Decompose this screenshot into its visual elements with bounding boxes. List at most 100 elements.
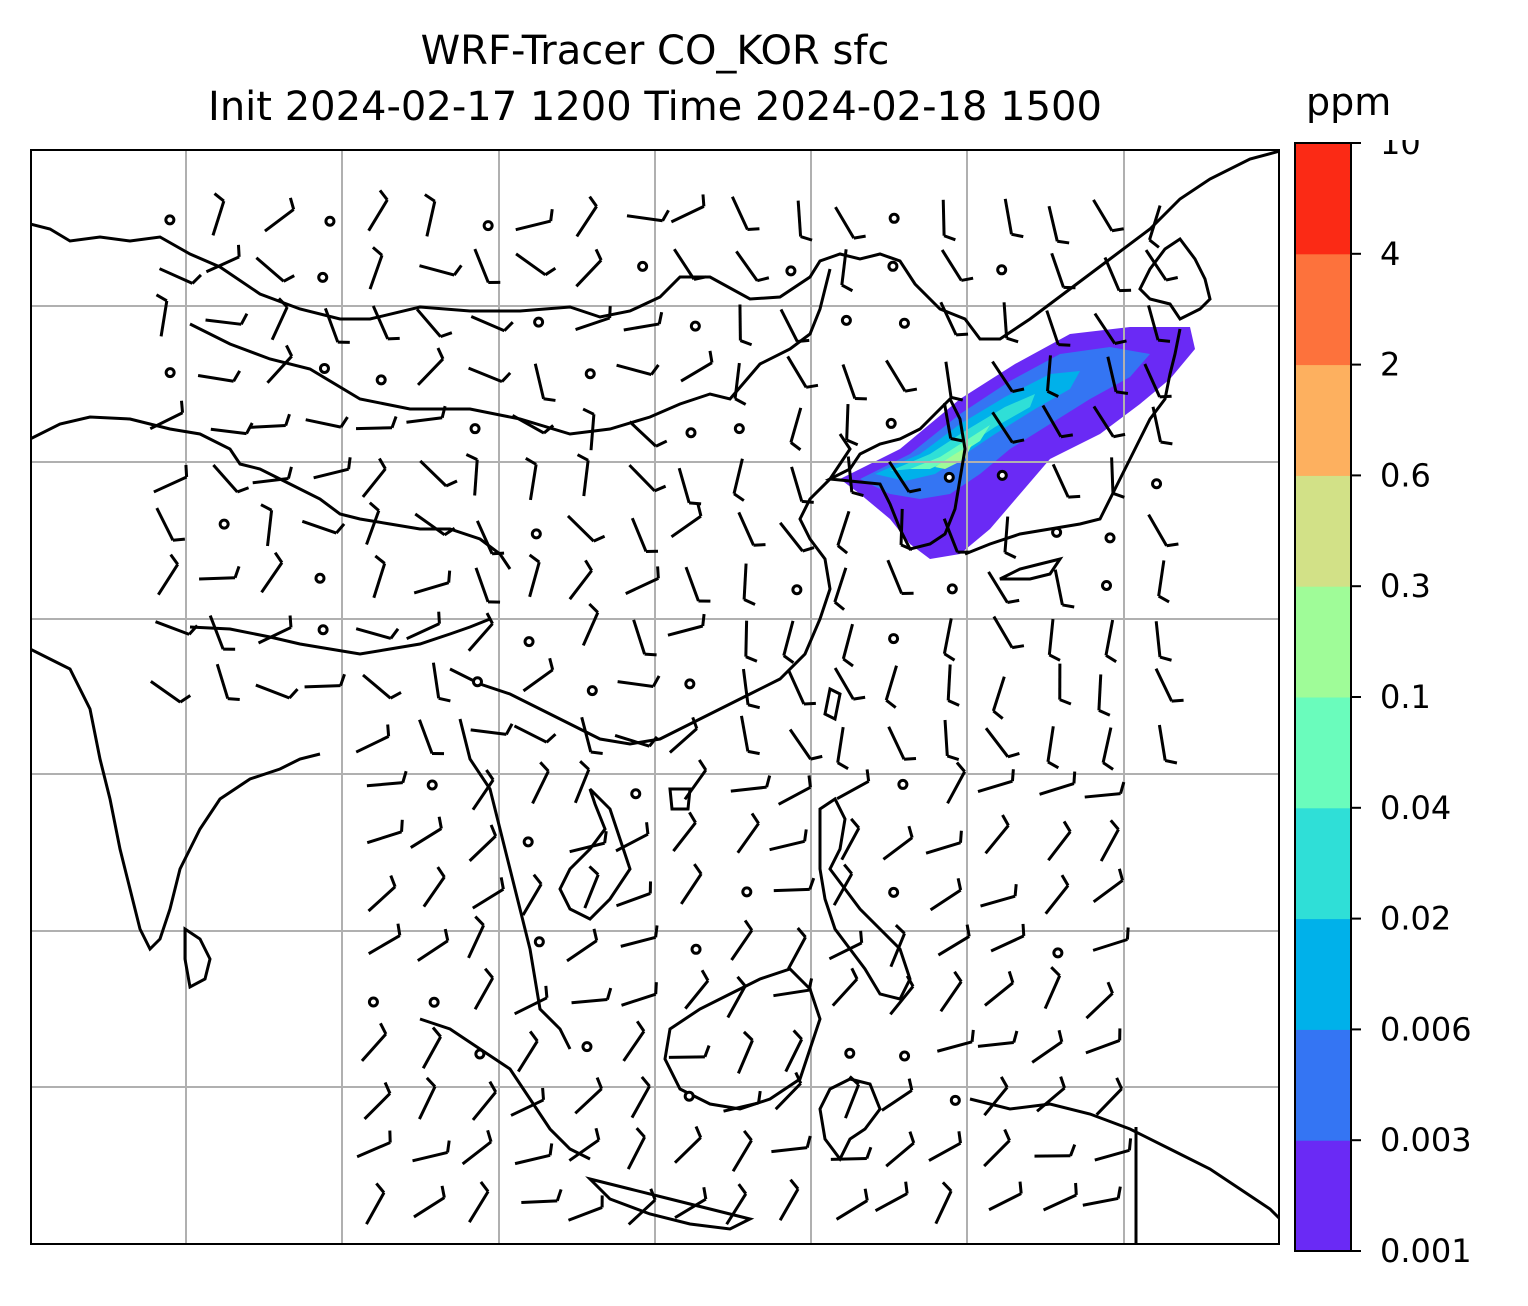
calm-marker [689, 320, 701, 332]
calm-marker [530, 528, 542, 540]
wind-barb [471, 877, 505, 910]
wind-barb [736, 812, 760, 854]
wind-barb [1104, 619, 1117, 663]
wind-barb [833, 667, 866, 701]
calm-marker [630, 788, 642, 800]
wind-barb [517, 1030, 539, 1073]
wind-barb [731, 1129, 753, 1173]
wind-barb [1151, 406, 1173, 446]
wind-barb [777, 775, 812, 806]
wind-barb [1085, 1028, 1122, 1055]
wind-barb [470, 723, 514, 736]
colorbar-ticks: 0.001 0.003 0.006 0.02 0.04 0.1 0.3 0.6 2 4 10 [1351, 140, 1472, 1270]
wind-barb [723, 1090, 762, 1113]
colorbar-tick-label: 0.001 [1380, 1232, 1472, 1270]
wind-barb [406, 611, 441, 641]
wind-barb [1084, 781, 1126, 799]
wind-barb [773, 978, 814, 998]
wind-barb [615, 822, 650, 853]
wind-barb [413, 1185, 446, 1219]
wind-barb [987, 571, 1020, 605]
wind-barb [787, 670, 816, 706]
calm-marker [164, 367, 176, 379]
wind-barb [1154, 621, 1172, 662]
wind-barb [730, 919, 754, 961]
wind-barb [946, 664, 960, 707]
colorbar-swatch [1295, 1029, 1351, 1141]
colorbar-tick-label: 0.006 [1380, 1010, 1472, 1048]
wind-barb [1092, 199, 1125, 233]
wind-barb [1047, 618, 1061, 662]
wind-barb [739, 715, 760, 756]
wind-barb [889, 975, 915, 1016]
wind-barb [988, 1181, 1023, 1212]
wind-barb [980, 884, 1018, 908]
wind-barb [367, 875, 397, 913]
wind-barb [249, 413, 291, 429]
wind-barb [366, 770, 408, 788]
wind-barb [735, 250, 770, 283]
wind-barb [356, 1130, 392, 1159]
wind-barb [730, 775, 772, 793]
calm-marker [482, 220, 494, 232]
calm-marker [949, 1094, 961, 1106]
calm-marker [996, 469, 1008, 481]
wind-barb [157, 553, 180, 596]
wind-barb [566, 514, 606, 543]
wind-barb [421, 1026, 442, 1069]
wind-barb [683, 759, 708, 801]
wind-barb [730, 196, 760, 231]
wind-barb [928, 1131, 962, 1162]
calm-marker [375, 374, 387, 386]
wind-barb [257, 615, 293, 645]
wind-barb [372, 554, 387, 599]
wind-barb [737, 1030, 754, 1074]
calm-marker [1052, 947, 1064, 959]
wind-barb [360, 1022, 388, 1062]
colorbar-tick-label: 0.04 [1380, 789, 1451, 827]
wind-barb [153, 464, 189, 494]
wind-barb [1110, 457, 1125, 499]
wind-barb [1092, 868, 1125, 904]
wind-barb [313, 457, 352, 480]
wind-barb [774, 1071, 803, 1111]
wind-barb [1154, 668, 1184, 703]
wind-barb [733, 362, 747, 406]
wind-barb [616, 363, 660, 377]
wind-barb [510, 1087, 546, 1117]
wind-barb [889, 924, 906, 968]
wind-barb [684, 969, 710, 1010]
colorbar-swatch [1295, 1140, 1351, 1252]
calm-marker [791, 584, 803, 596]
wind-barb [1047, 820, 1072, 862]
wind-barb [533, 363, 556, 402]
wind-barb [983, 1128, 1011, 1168]
wind-barb [831, 967, 859, 1007]
calm-marker [426, 779, 438, 791]
wind-barb [511, 414, 555, 435]
wind-barb [355, 415, 398, 431]
wind-barb [1042, 1182, 1078, 1212]
wind-barb [874, 1181, 909, 1213]
wind-barb [946, 761, 967, 805]
wind-barb [668, 1045, 711, 1059]
wind-barb [779, 521, 815, 553]
calm-marker [637, 260, 649, 272]
wind-barb [199, 565, 241, 581]
wind-barb [886, 559, 914, 595]
wind-barb [365, 1182, 386, 1225]
calm-marker [899, 1050, 911, 1062]
wind-barb [371, 305, 400, 341]
wind-barb [515, 208, 554, 232]
calm-marker [888, 886, 900, 898]
wind-barb [630, 517, 659, 553]
calm-marker [690, 943, 702, 955]
wind-barb [779, 308, 810, 344]
wind-barb [990, 923, 1026, 953]
wind-barb [212, 464, 250, 494]
calm-marker [533, 936, 545, 948]
wind-barb [465, 453, 479, 496]
calm-marker [885, 417, 897, 429]
wind-barb [1031, 1029, 1064, 1064]
wind-barb [515, 252, 557, 277]
